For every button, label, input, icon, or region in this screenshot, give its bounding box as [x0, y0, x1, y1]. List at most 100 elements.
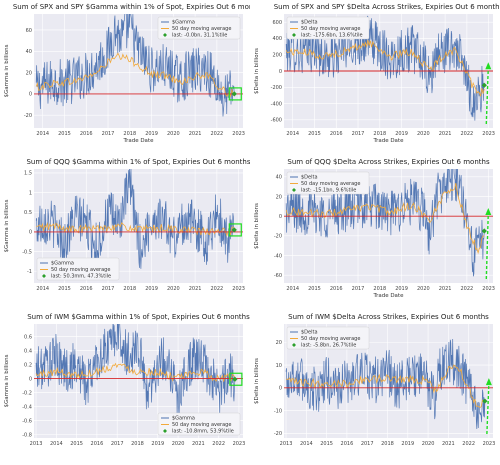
x-tick-label: 2015: [308, 131, 321, 137]
y-tick-label: -0.8: [22, 432, 32, 438]
x-axis-label: Trade Date: [373, 293, 405, 299]
y-axis-label: $Delta in billions: [254, 358, 260, 404]
x-tick-label: 2021: [189, 286, 202, 292]
y-tick-label: 0.2: [24, 362, 32, 368]
x-tick-label: 2019: [395, 286, 408, 292]
y-tick-label: 20: [276, 340, 282, 346]
x-tick-label: 2019: [395, 131, 408, 137]
x-tick-label: 2016: [91, 441, 104, 447]
legend-label: 50 day moving average: [301, 336, 360, 342]
legend-swatch: [163, 33, 167, 37]
x-tick-label: 2013: [280, 441, 293, 447]
x-tick-label: 2014: [50, 441, 63, 447]
chart-qqq-delta: Sum of QQQ $Delta Across Strikes, Expiri…: [250, 155, 500, 310]
chart-svg-qqq-delta: Sum of QQQ $Delta Across Strikes, Expiri…: [254, 158, 495, 299]
chart-qqq-gamma: Sum of QQQ $Gamma within 1% of Spot, Exp…: [0, 155, 250, 310]
y-axis-label: $Delta in billions: [254, 203, 260, 249]
legend-label: 50 day moving average: [301, 26, 360, 32]
x-tick-label: 2014: [36, 131, 49, 137]
legend-label: 50 day moving average: [172, 422, 231, 428]
chart-svg-iwm-gamma: Sum of IWM $Gamma within 1% of Spot, Exp…: [4, 313, 250, 447]
highlight-box: [228, 87, 242, 101]
y-tick-label: 0: [279, 214, 282, 220]
legend-box: [157, 412, 241, 436]
chart-svg-spx-gamma: Sum of SPX and SPY $Gamma within 1% of S…: [4, 3, 250, 144]
x-tick-label: 2022: [211, 131, 224, 137]
x-tick-label: 2016: [330, 131, 343, 137]
legend-label: 50 day moving average: [51, 267, 110, 273]
legend-label: 50 day moving average: [301, 181, 360, 187]
x-tick-label: 2022: [462, 441, 475, 447]
y-tick-label: 0: [29, 92, 32, 98]
y-tick-label: -200: [271, 85, 282, 91]
x-tick-label: 2017: [102, 131, 115, 137]
series-line: [285, 364, 485, 409]
series-line: [35, 169, 235, 269]
y-tick-label: 40: [26, 49, 32, 55]
x-tick-label: 2022: [212, 441, 225, 447]
chart-iwm-delta: Sum of IWM $Delta Across Strikes, Expiri…: [250, 310, 500, 465]
y-tick-label: 0: [29, 376, 32, 382]
chart-svg-qqq-gamma: Sum of QQQ $Gamma within 1% of Spot, Exp…: [4, 158, 250, 292]
x-tick-label: 2022: [461, 131, 474, 137]
x-tick-label: 2019: [145, 286, 158, 292]
highlight-box: [229, 372, 243, 386]
y-axis-label: $Gamma in billions: [4, 199, 10, 252]
x-tick-label: 2019: [145, 131, 158, 137]
legend-swatch: [292, 343, 296, 347]
series-line: [35, 324, 236, 419]
last-point-marker: [231, 227, 237, 233]
y-tick-label: -60: [274, 273, 282, 279]
x-tick-label: 2016: [341, 441, 354, 447]
y-axis-label: $Gamma in billions: [4, 44, 10, 97]
x-tick-label: 2017: [352, 286, 365, 292]
x-tick-label: 2014: [286, 286, 299, 292]
x-tick-label: 2017: [361, 441, 374, 447]
legend-label: last: -0.0bn, 31.1%tile: [172, 33, 227, 39]
legend-swatch: [42, 274, 46, 278]
y-tick-label: 0.6: [24, 334, 32, 340]
chart-spx-delta: Sum of SPX and SPY $Delta Across Strikes…: [250, 0, 500, 155]
x-tick-label: 2020: [417, 131, 430, 137]
legend-label: $Delta: [301, 20, 318, 26]
x-tick-label: 2023: [483, 441, 496, 447]
arrow-head: [485, 208, 492, 216]
y-tick-label: -20: [24, 113, 32, 119]
y-tick-label: 40: [276, 175, 282, 181]
arrow-shaft: [485, 67, 489, 125]
y-tick-label: -40: [274, 253, 282, 259]
x-tick-label: 2021: [439, 286, 452, 292]
y-tick-label: 1: [29, 190, 32, 196]
x-tick-label: 2014: [286, 131, 299, 137]
legend-label: last: -5.8bn, 26.7%tile: [301, 343, 356, 349]
x-tick-label: 2018: [123, 131, 136, 137]
chart-title: Sum of SPX and SPY $Delta Across Strikes…: [274, 3, 500, 11]
y-tick-label: -20: [274, 234, 282, 240]
chart-title: Sum of IWM $Gamma within 1% of Spot, Exp…: [27, 313, 250, 321]
legend-label: $Gamma: [51, 261, 74, 267]
x-tick-label: 2020: [172, 441, 185, 447]
x-tick-label: 2021: [442, 441, 455, 447]
chart-title: Sum of QQQ $Gamma within 1% of Spot, Exp…: [26, 158, 250, 166]
x-tick-label: 2022: [211, 286, 224, 292]
legend-label: $Delta: [301, 330, 318, 336]
x-tick-label: 2021: [192, 441, 205, 447]
y-tick-label: 0: [29, 230, 32, 236]
y-tick-label: -0.6: [22, 418, 32, 424]
y-tick-label: 0: [279, 69, 282, 75]
y-tick-label: -0.4: [22, 404, 32, 410]
arrow-head: [485, 378, 492, 386]
x-tick-label: 2014: [300, 441, 313, 447]
series-line: [285, 169, 485, 277]
x-tick-label: 2015: [58, 131, 71, 137]
x-tick-label: 2016: [330, 286, 343, 292]
x-axis-label: Trade Date: [373, 138, 405, 144]
y-tick-label: -1: [27, 269, 32, 275]
x-tick-label: 2018: [373, 131, 386, 137]
x-tick-label: 2015: [70, 441, 83, 447]
x-tick-label: 2023: [232, 286, 245, 292]
x-tick-label: 2021: [189, 131, 202, 137]
legend-swatch: [292, 188, 296, 192]
x-tick-label: 2017: [352, 131, 365, 137]
